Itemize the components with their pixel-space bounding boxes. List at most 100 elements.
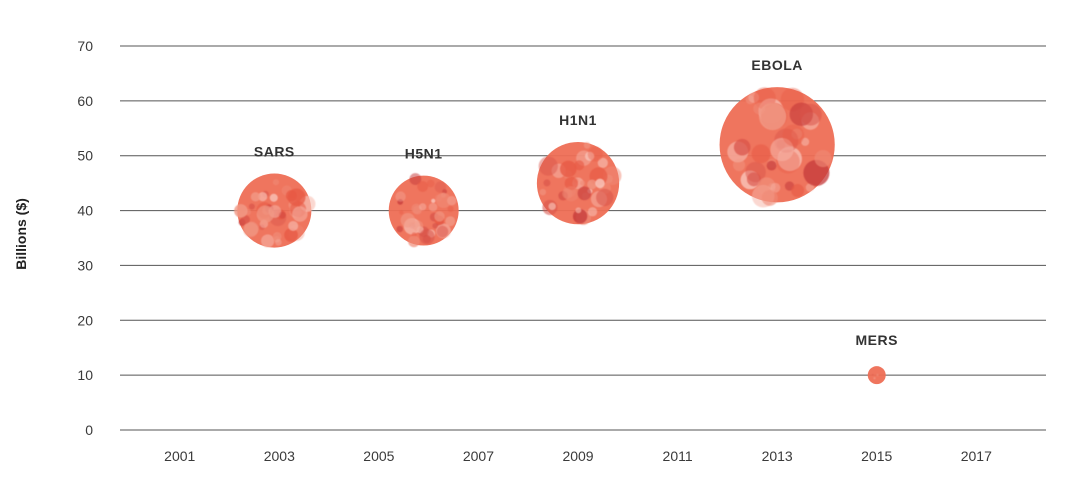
bubble-texture: [548, 202, 556, 211]
y-tick-label: 40: [77, 203, 93, 219]
x-tick-label: 2011: [663, 448, 693, 464]
bubble-texture: [428, 202, 438, 212]
bubble-texture: [288, 220, 299, 231]
bubble-texture: [395, 191, 406, 202]
bubble-texture: [572, 209, 588, 224]
bubble-texture: [258, 191, 268, 202]
bubble-texture: [269, 193, 278, 202]
bubble-texture: [434, 211, 445, 222]
y-tick-label: 30: [77, 257, 93, 273]
y-tick-label: 20: [77, 312, 93, 328]
bubble-texture: [580, 180, 586, 186]
bubble-texture: [408, 235, 420, 248]
y-tick-label: 50: [77, 148, 93, 164]
bubble-texture: [284, 228, 298, 242]
x-tick-label: 2005: [363, 448, 394, 464]
bubble-texture: [814, 149, 832, 168]
bubble-texture: [596, 188, 614, 207]
bubble-texture: [399, 210, 404, 215]
bubble-texture: [597, 157, 608, 168]
bubble-texture: [445, 216, 456, 227]
bubble-label: MERS: [856, 332, 898, 348]
x-tick-label: 2007: [463, 448, 494, 464]
bubble-texture: [876, 373, 879, 377]
bubble-texture: [261, 234, 275, 248]
bubble-texture: [732, 158, 746, 172]
bubble-texture: [746, 172, 761, 187]
bubble-texture: [426, 179, 435, 188]
bubble-texture: [400, 213, 416, 228]
bubble-texture: [766, 160, 777, 171]
bubble-texture: [396, 225, 403, 233]
y-axis-label: Billions ($): [13, 198, 29, 270]
bubble-texture: [272, 232, 282, 241]
bubble-texture: [447, 205, 454, 213]
bubble-texture: [411, 203, 422, 214]
x-tick-label: 2017: [961, 448, 992, 464]
bubble-texture: [234, 204, 248, 218]
bubble-texture: [539, 188, 547, 196]
bubble-texture: [805, 183, 815, 192]
bubble-mers: [867, 366, 886, 385]
x-tick-label: 2001: [164, 448, 195, 464]
bubble-texture: [431, 198, 436, 204]
bubble-texture: [419, 229, 435, 245]
bubbles: [234, 87, 886, 385]
bubble-texture: [434, 194, 443, 202]
y-tick-label: 0: [85, 422, 93, 438]
bubble-texture: [873, 377, 876, 380]
bubble-texture: [287, 188, 306, 207]
bubble-texture: [577, 186, 592, 201]
x-tick-label: 2013: [762, 448, 793, 464]
bubble-texture: [758, 102, 787, 131]
bubble-texture: [248, 203, 255, 210]
bubble-texture: [587, 179, 597, 190]
bubble-texture: [782, 124, 805, 147]
bubble-texture: [761, 189, 778, 206]
x-tick-label: 2009: [562, 448, 593, 464]
bubble-texture: [791, 184, 805, 198]
bubble-texture: [595, 178, 605, 189]
bubble-h5n1: [388, 173, 459, 248]
x-tick-labels: 2001 2003 2005 2007 2009 2011 2013 2015 2017: [164, 448, 992, 464]
bubble-texture: [272, 179, 280, 186]
y-tick-label: 10: [77, 367, 93, 383]
bubble-texture: [241, 215, 250, 225]
bubble-h1n1: [536, 141, 622, 225]
bubble-texture: [872, 373, 874, 376]
y-tick-label: 70: [77, 38, 93, 54]
bubble-texture: [799, 103, 822, 126]
bubble-texture: [574, 160, 585, 171]
y-tick-label: 60: [77, 93, 93, 109]
bubble-texture: [733, 138, 751, 156]
bubble-ebola: [719, 87, 835, 208]
bubble-texture: [419, 203, 427, 211]
bubble-texture: [417, 181, 429, 192]
bubble-texture: [587, 207, 598, 217]
bubble-texture: [409, 173, 422, 186]
x-tick-label: 2015: [861, 448, 892, 464]
bubble-texture: [432, 222, 438, 229]
bubble-texture: [770, 182, 781, 193]
bubble-texture: [243, 222, 259, 238]
bubble-texture: [575, 207, 582, 214]
bubble-label: SARS: [254, 144, 295, 160]
bubble-texture: [250, 192, 261, 202]
bubble-texture: [538, 156, 558, 176]
bubble-texture: [564, 176, 578, 191]
bubble-texture: [436, 225, 449, 238]
bubble-texture: [434, 181, 447, 193]
bubble-texture: [256, 205, 275, 223]
bubble-label: H1N1: [559, 112, 597, 128]
bubble-label: EBOLA: [751, 57, 803, 73]
bubble-texture: [751, 144, 771, 164]
bubble-texture: [275, 239, 282, 246]
bubble-texture: [292, 206, 308, 222]
bubble-texture: [587, 146, 603, 162]
bubble-texture: [543, 179, 551, 187]
bubble-texture: [563, 186, 579, 202]
bubble-texture: [583, 141, 591, 149]
bubble-label: H5N1: [405, 146, 443, 162]
